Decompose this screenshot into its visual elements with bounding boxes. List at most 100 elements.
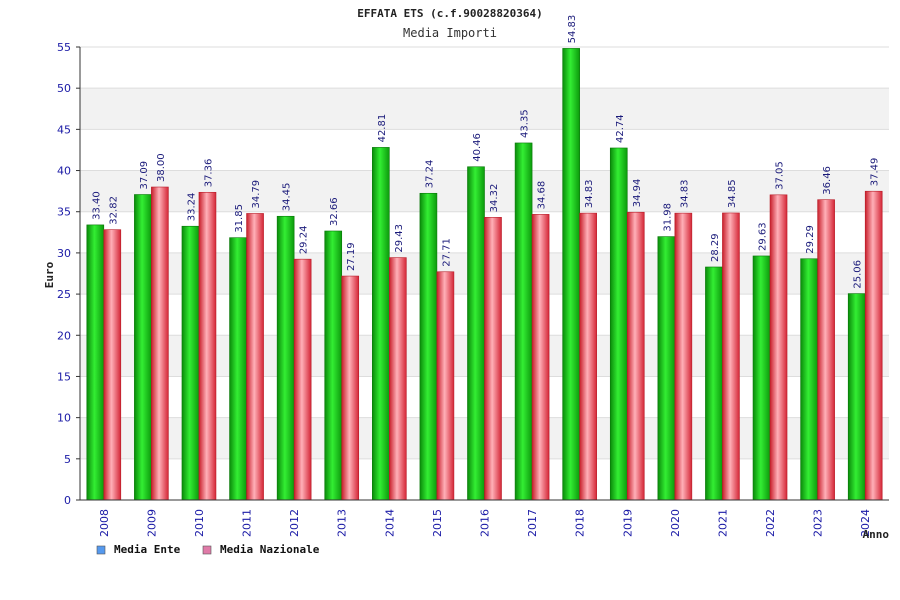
bar-media-nazionale	[389, 257, 407, 501]
value-label: 27.19	[346, 242, 357, 271]
bar-media-nazionale	[817, 199, 835, 501]
bar-media-ente	[562, 48, 580, 501]
y-axis-label: Euro	[43, 261, 56, 288]
value-label: 29.24	[299, 226, 310, 255]
legend-label-media-nazionale: Media Nazionale	[220, 543, 320, 556]
y-tick-label: 30	[57, 247, 71, 260]
value-label: 31.85	[234, 204, 245, 233]
value-label: 40.46	[472, 133, 483, 162]
bar-media-nazionale	[341, 275, 360, 501]
value-label: 37.49	[870, 158, 881, 187]
x-tick-label: 2013	[336, 509, 349, 537]
x-tick-labels: 2008 2009 2010 2011 2012 2013 2014 2015 2016 2017…	[98, 509, 872, 537]
y-tick-label: 45	[57, 123, 71, 136]
bar-media-ente	[419, 192, 438, 501]
y-tick-label: 55	[57, 41, 71, 54]
legend: Media Ente Media Nazionale	[96, 543, 320, 556]
value-label: 33.24	[186, 193, 197, 222]
y-tick-label: 5	[64, 453, 71, 466]
value-label: 34.32	[489, 184, 500, 213]
bar-media-ente	[609, 147, 628, 501]
plot-band	[80, 88, 889, 130]
bar-media-ente	[181, 225, 200, 501]
value-label: 37.36	[203, 159, 214, 188]
bar-media-nazionale	[293, 258, 312, 501]
bar-media-ente	[847, 293, 866, 501]
x-tick-label: 2024	[859, 509, 872, 537]
x-tick-label: 2016	[479, 509, 492, 537]
x-axis-label: Anno	[863, 528, 890, 541]
value-label: 43.35	[520, 109, 531, 138]
x-tick-label: 2018	[574, 509, 587, 537]
bar-media-nazionale	[436, 271, 455, 501]
bar-media-ente	[514, 142, 533, 501]
bar-media-nazionale	[864, 190, 883, 501]
value-label: 38.00	[156, 153, 167, 182]
value-label: 31.98	[662, 203, 673, 232]
x-tick-label: 2017	[526, 509, 539, 537]
x-tick-label: 2023	[812, 509, 825, 537]
x-tick-label: 2014	[383, 509, 396, 537]
bar-media-ente	[229, 237, 247, 501]
bar-media-ente	[276, 215, 295, 501]
bar-media-nazionale	[103, 229, 122, 501]
x-tick-label: 2011	[241, 509, 254, 537]
bar-media-nazionale	[198, 191, 217, 501]
bar-media-ente	[705, 266, 723, 501]
value-label: 28.29	[710, 233, 721, 262]
bar-media-nazionale	[626, 211, 645, 501]
value-label: 34.68	[537, 181, 548, 210]
value-label: 32.82	[108, 196, 119, 225]
y-tick-label: 10	[57, 412, 71, 425]
x-tick-label: 2019	[621, 509, 634, 537]
y-tick-label: 40	[57, 165, 71, 178]
x-tick-label: 2010	[193, 509, 206, 537]
bar-media-ente	[324, 230, 343, 501]
y-tick-label: 20	[57, 329, 71, 342]
value-label: 34.94	[632, 179, 643, 208]
value-label: 42.74	[615, 114, 626, 143]
bar-media-ente	[657, 236, 676, 501]
x-tick-label: 2012	[288, 509, 301, 537]
value-label: 29.63	[758, 222, 769, 251]
value-label: 33.40	[91, 191, 102, 220]
value-label: 42.81	[377, 114, 388, 143]
value-label: 54.83	[567, 15, 578, 44]
bar-media-ente	[800, 258, 818, 501]
bar-media-ente	[86, 224, 105, 501]
value-label: 34.83	[584, 179, 595, 208]
x-tick-label: 2020	[669, 509, 682, 537]
bar-media-nazionale	[769, 194, 788, 501]
value-label: 36.46	[822, 166, 833, 195]
value-label: 32.66	[329, 197, 340, 226]
value-label: 37.09	[139, 161, 150, 190]
value-labels: 33.40 32.82 37.09 38.00 33.24 37.36 31.85 34.79…	[91, 15, 880, 289]
chart-subtitle: Media Importi	[403, 26, 497, 40]
value-label: 29.29	[805, 225, 816, 254]
bar-media-nazionale	[579, 212, 597, 501]
legend-swatch-media-nazionale	[202, 545, 212, 555]
value-label: 34.79	[251, 180, 262, 209]
value-label: 34.83	[679, 179, 690, 208]
y-tick-label: 50	[57, 82, 71, 95]
bar-media-nazionale	[151, 186, 169, 501]
x-tick-label: 2015	[431, 509, 444, 537]
y-tick-label: 35	[57, 206, 71, 219]
legend-swatch-media-ente	[96, 545, 106, 555]
value-label: 27.71	[441, 238, 452, 267]
value-label: 29.43	[394, 224, 405, 253]
bar-media-nazionale	[246, 213, 264, 501]
y-tick-label: 15	[57, 370, 71, 383]
bar-media-nazionale	[722, 212, 740, 501]
x-tick-label: 2009	[145, 509, 158, 537]
bar-media-ente	[752, 255, 771, 501]
bar-media-nazionale	[531, 214, 550, 501]
y-tick-label: 25	[57, 288, 71, 301]
x-tick-label: 2021	[716, 509, 729, 537]
bar-media-ente	[467, 166, 485, 501]
y-tick-labels: 0 5 10 15 20 25 30 35 40 45 50 55	[57, 41, 71, 507]
value-label: 34.45	[282, 183, 293, 212]
chart-title: EFFATA ETS (c.f.90028820364)	[357, 7, 542, 20]
bar-media-ente	[372, 147, 390, 501]
